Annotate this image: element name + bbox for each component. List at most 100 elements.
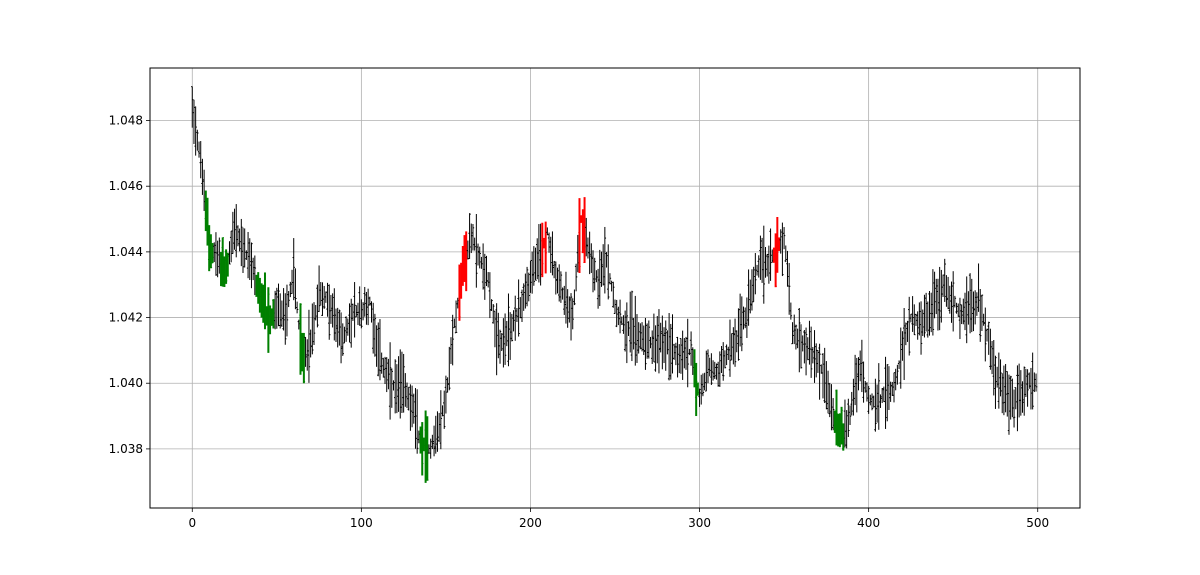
ohlc-bar	[390, 368, 393, 408]
ohlc-bar	[945, 275, 948, 307]
ohlc-bar	[684, 336, 688, 370]
ohlc-bar	[857, 357, 860, 391]
ohlc-bar	[913, 304, 916, 336]
ohlc-bar	[316, 284, 319, 328]
ohlc-bar	[607, 244, 610, 300]
ohlc-bar	[475, 213, 478, 288]
ohlc-bar	[552, 260, 556, 279]
ohlc-bar	[397, 356, 400, 412]
ohlc-bar	[872, 395, 875, 408]
ohlc-bar	[897, 360, 901, 370]
ohlc-bar	[749, 279, 752, 314]
ohlc-bar	[329, 294, 333, 324]
ohlc-bar	[862, 361, 865, 403]
ohlc-bar	[209, 234, 213, 269]
ohlc-bar	[490, 299, 493, 311]
ohlc-bar	[651, 330, 654, 364]
ohlc-bar	[908, 296, 911, 356]
ohlc-bar	[483, 253, 486, 300]
ohlc-bar	[970, 278, 973, 333]
ohlc-bar	[527, 272, 530, 302]
ohlc-bar	[718, 351, 722, 387]
ohlc-bar	[196, 129, 199, 151]
ohlc-bar	[436, 411, 439, 452]
ohlc-bar	[373, 313, 377, 357]
ohlc-bar	[426, 416, 429, 481]
ohlc-bar	[847, 398, 850, 438]
ohlc-bar	[311, 303, 314, 355]
ohlc-bar	[1006, 371, 1009, 417]
ohlc-bar	[1024, 368, 1028, 397]
ohlc-bar	[561, 287, 564, 300]
ohlc-bar	[240, 218, 243, 267]
ohlc-bar	[211, 243, 214, 264]
ohlc-bar	[875, 384, 879, 423]
ohlc-bar	[830, 384, 833, 431]
ohlc-bar	[559, 271, 563, 303]
ohlc-bar	[657, 309, 661, 374]
ohlc-bar	[529, 260, 532, 293]
ohlc-bar	[989, 328, 992, 370]
ohlc-bar	[279, 293, 282, 329]
ohlc-bar	[799, 324, 803, 369]
ohlc-bar	[813, 330, 816, 383]
ohlc-bar	[573, 289, 576, 306]
ohlc-bar	[997, 352, 1001, 409]
ohlc-bar	[333, 288, 336, 341]
ohlc-bar	[688, 348, 691, 356]
ohlc-bar	[860, 339, 864, 393]
ohlc-bar	[612, 281, 615, 308]
ohlc-bar	[840, 406, 843, 445]
ohlc-bar	[248, 238, 251, 281]
ohlc-bar	[911, 296, 914, 332]
ohlc-bar	[750, 269, 754, 311]
ohlc-bar	[321, 282, 324, 316]
ohlc-bar	[275, 287, 279, 329]
ohlc-bar	[465, 231, 468, 292]
ohlc-bar	[370, 301, 373, 323]
ohlc-bar	[382, 357, 385, 378]
ohlc-bar	[549, 236, 552, 273]
ohlc-bar	[341, 323, 344, 356]
ohlc-bar	[818, 343, 821, 400]
ohlc-bar	[412, 393, 415, 424]
ohlc-bar	[784, 245, 787, 263]
ohlc-bar	[892, 372, 896, 403]
ohlc-bar	[708, 357, 711, 377]
ohlc-bar	[214, 232, 218, 276]
ohlc-bar	[525, 266, 529, 307]
ohlc-bar	[880, 388, 884, 404]
ohlc-bar	[306, 339, 309, 371]
ohlc-bar	[476, 243, 480, 266]
ohlc-bar	[360, 299, 363, 329]
ohlc-bar	[683, 338, 686, 369]
ohlc-bar	[654, 325, 657, 372]
ohlc-bar	[287, 291, 290, 308]
ohlc-bar	[593, 257, 596, 291]
ohlc-bar	[568, 296, 571, 323]
ohlc-bar	[639, 323, 642, 350]
ohlc-bar	[804, 327, 808, 376]
ohlc-bar	[1029, 367, 1033, 410]
ohlc-bar	[656, 316, 659, 364]
ohlc-bar	[617, 306, 620, 326]
ohlc-bar	[946, 276, 950, 310]
ohlc-bar	[610, 280, 613, 292]
ohlc-bar	[867, 385, 870, 414]
ohlc-bar	[745, 297, 749, 338]
ohlc-bar	[941, 274, 945, 297]
ohlc-bar	[571, 298, 574, 330]
ohlc-bar	[312, 302, 316, 346]
ohlc-bar	[566, 289, 569, 328]
ohlc-bar	[811, 346, 815, 364]
ohlc-bar	[191, 86, 194, 128]
ohlc-bar	[796, 328, 799, 349]
ohlc-bar	[815, 343, 818, 378]
ohlc-bar	[642, 325, 645, 355]
ohlc-bar	[755, 264, 759, 276]
ohlc-bar	[218, 237, 221, 274]
ohlc-bar	[1002, 365, 1006, 416]
y-tick-label: 1.038	[109, 442, 143, 456]
ohlc-bar	[874, 378, 877, 432]
ohlc-bar	[505, 320, 508, 347]
